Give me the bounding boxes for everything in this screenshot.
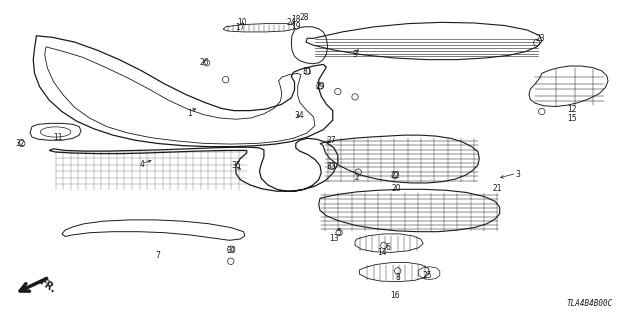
Text: 7: 7 <box>155 251 160 260</box>
Text: 27: 27 <box>326 136 336 145</box>
Text: 17: 17 <box>236 23 245 32</box>
Text: 2: 2 <box>355 173 359 182</box>
Text: TLA4B4B00C: TLA4B4B00C <box>567 299 613 308</box>
Text: 32: 32 <box>16 139 26 148</box>
Text: 3: 3 <box>515 170 520 179</box>
Text: 5: 5 <box>337 228 342 237</box>
Text: 4: 4 <box>139 160 144 169</box>
Text: 19: 19 <box>291 22 301 31</box>
Text: 12: 12 <box>567 105 577 114</box>
Text: 26: 26 <box>199 58 209 67</box>
Text: 20: 20 <box>392 184 401 193</box>
Text: 15: 15 <box>567 114 577 123</box>
Text: 35: 35 <box>231 161 241 170</box>
Text: 30: 30 <box>226 246 236 255</box>
Text: 10: 10 <box>237 18 247 27</box>
Text: 6: 6 <box>386 243 390 252</box>
Text: 18: 18 <box>291 15 301 24</box>
Text: 24: 24 <box>287 18 296 27</box>
Text: 33: 33 <box>326 162 337 171</box>
Text: 29: 29 <box>315 82 325 91</box>
Text: 11: 11 <box>52 133 62 142</box>
Text: 8: 8 <box>396 273 400 282</box>
Text: 9: 9 <box>353 50 358 59</box>
Text: FR.: FR. <box>37 276 58 295</box>
Text: 22: 22 <box>390 171 400 180</box>
Text: 34: 34 <box>295 111 305 120</box>
Text: 16: 16 <box>390 291 399 300</box>
Text: 25: 25 <box>422 271 432 280</box>
Text: 23: 23 <box>535 35 545 44</box>
Text: 14: 14 <box>378 248 387 257</box>
Text: 31: 31 <box>303 67 312 76</box>
Text: 21: 21 <box>492 184 502 193</box>
Text: 13: 13 <box>329 234 339 243</box>
Text: 28: 28 <box>300 13 309 22</box>
Text: 1: 1 <box>187 109 192 118</box>
